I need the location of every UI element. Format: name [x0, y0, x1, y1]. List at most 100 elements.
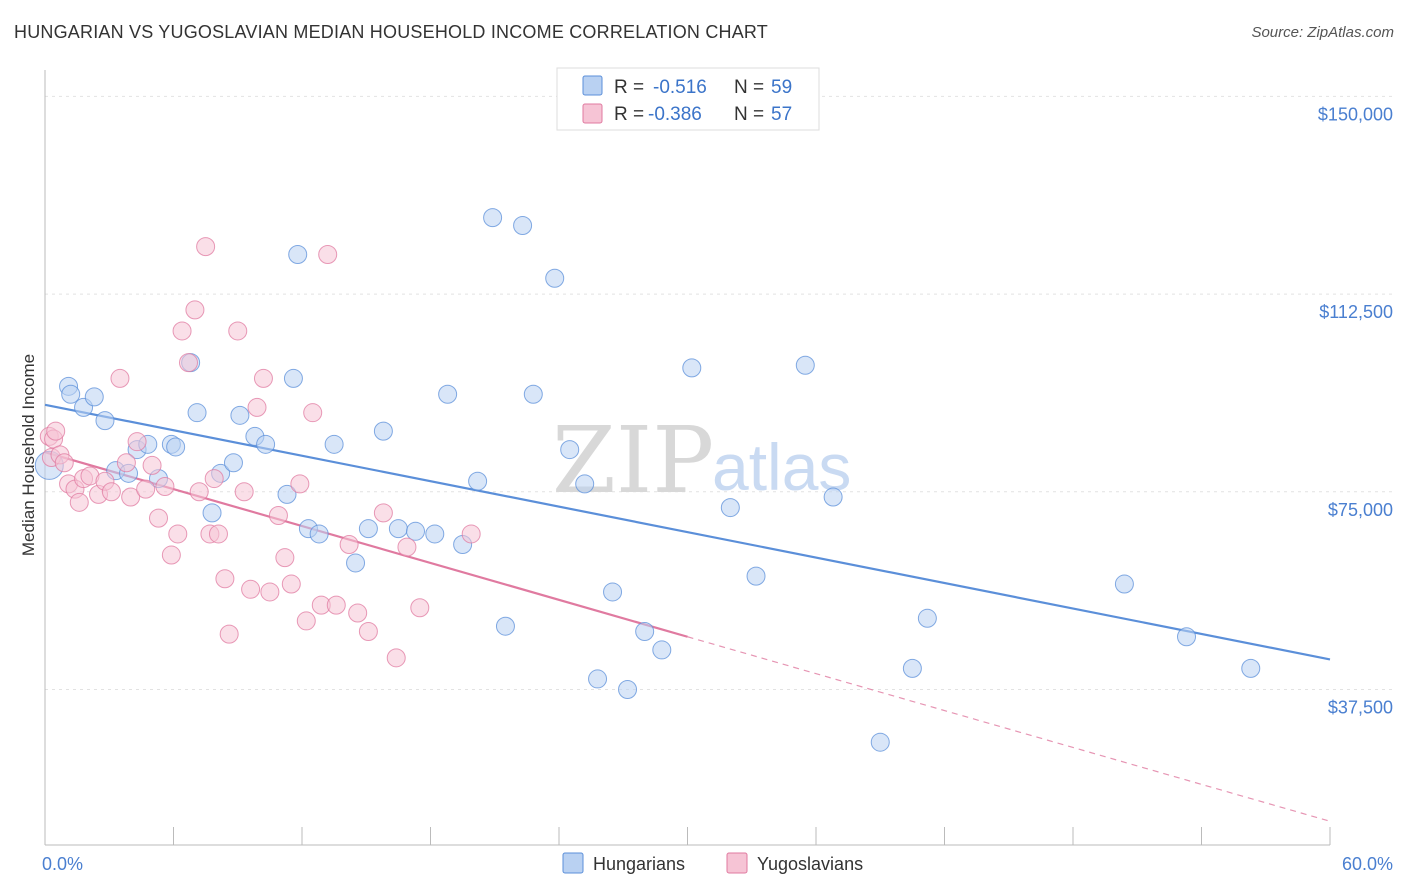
point-hungarians: [917, 608, 937, 628]
point-hungarians: [495, 616, 515, 636]
chart-title: HUNGARIAN VS YUGOSLAVIAN MEDIAN HOUSEHOL…: [14, 22, 768, 42]
point-hungarians: [187, 403, 207, 423]
legend-r-label-hungarians: R =: [614, 77, 644, 98]
series-legend-swatch-yugoslavians: [726, 852, 748, 874]
point-yugoslavians: [110, 368, 130, 388]
chart-source: Source: ZipAtlas.com: [1251, 24, 1394, 41]
point-yugoslavians: [196, 237, 216, 257]
data-points: [34, 208, 1261, 752]
series-legend-label-yugoslavians: Yugoslavians: [757, 854, 863, 874]
x-tick-labels: 0.0% 60.0%: [42, 854, 1393, 874]
legend-swatch-hungarians: [582, 75, 603, 96]
point-yugoslavians: [69, 492, 89, 512]
point-hungarians: [288, 245, 308, 265]
point-hungarians: [513, 216, 533, 236]
point-yugoslavians: [208, 524, 228, 544]
point-hungarians: [95, 411, 115, 431]
point-hungarians: [468, 471, 488, 491]
point-hungarians: [870, 732, 890, 752]
point-yugoslavians: [339, 534, 359, 554]
point-hungarians: [652, 640, 672, 660]
y-axis-title: Median Household Income: [19, 354, 38, 556]
point-hungarians: [166, 437, 186, 457]
y-tick-label: $150,000: [1318, 104, 1393, 124]
point-yugoslavians: [121, 487, 141, 507]
point-yugoslavians: [219, 624, 239, 644]
point-yugoslavians: [215, 569, 235, 589]
y-tick-label: $112,500: [1319, 302, 1393, 322]
point-hungarians: [682, 358, 702, 378]
point-hungarians: [406, 521, 426, 541]
point-hungarians: [425, 524, 445, 544]
point-hungarians: [523, 384, 543, 404]
series-legend-label-hungarians: Hungarians: [593, 854, 685, 874]
point-yugoslavians: [127, 432, 147, 452]
point-yugoslavians: [172, 321, 192, 341]
point-hungarians: [283, 368, 303, 388]
point-yugoslavians: [178, 353, 198, 373]
point-hungarians: [256, 434, 276, 454]
point-hungarians: [223, 453, 243, 473]
point-hungarians: [823, 487, 843, 507]
point-yugoslavians: [241, 579, 261, 599]
point-yugoslavians: [268, 505, 288, 525]
point-hungarians: [202, 503, 222, 523]
point-hungarians: [230, 405, 250, 425]
point-hungarians: [635, 621, 655, 641]
point-hungarians: [588, 669, 608, 689]
series-legend-swatch-hungarians: [562, 852, 584, 874]
point-yugoslavians: [348, 603, 368, 623]
point-yugoslavians: [397, 537, 417, 557]
point-hungarians: [61, 384, 81, 404]
trend-line-extension-yugoslavians: [687, 636, 1331, 822]
x-tick-label-end: 60.0%: [1342, 854, 1393, 874]
x-tick-label-start: 0.0%: [42, 854, 83, 874]
point-yugoslavians: [290, 474, 310, 494]
point-yugoslavians: [296, 611, 316, 631]
legend-swatch-yugoslavians: [582, 103, 603, 124]
point-yugoslavians: [318, 245, 338, 265]
point-yugoslavians: [386, 648, 406, 668]
y-tick-labels: $37,500 $75,000 $112,500 $150,000: [1318, 104, 1393, 717]
grid-lines: [45, 95, 1395, 690]
watermark-zip: ZIP: [552, 407, 714, 514]
point-yugoslavians: [161, 545, 181, 565]
point-hungarians: [1241, 658, 1261, 678]
y-tick-label: $75,000: [1328, 500, 1393, 520]
legend-r-label-yugoslavians: R =: [614, 104, 644, 125]
point-yugoslavians: [410, 598, 430, 618]
legend-r-value-yugoslavians: -0.386: [648, 104, 702, 125]
legend-n-value-yugoslavians: 57: [771, 104, 792, 125]
point-hungarians: [324, 434, 344, 454]
point-hungarians: [277, 484, 297, 504]
point-hungarians: [84, 387, 104, 407]
point-hungarians: [358, 519, 378, 539]
point-hungarians: [1177, 627, 1197, 647]
stats-legend: R = -0.516 N = 59 R = -0.386 N = 57: [556, 67, 820, 131]
point-hungarians: [575, 474, 595, 494]
point-hungarians: [483, 208, 503, 228]
point-yugoslavians: [275, 548, 295, 568]
legend-n-value-hungarians: 59: [771, 77, 792, 98]
point-yugoslavians: [253, 368, 273, 388]
point-hungarians: [902, 658, 922, 678]
point-hungarians: [746, 566, 766, 586]
point-yugoslavians: [247, 397, 267, 417]
point-yugoslavians: [149, 508, 169, 528]
point-yugoslavians: [136, 479, 156, 499]
point-yugoslavians: [185, 300, 205, 320]
point-hungarians: [545, 268, 565, 288]
point-hungarians: [438, 384, 458, 404]
point-yugoslavians: [303, 403, 323, 423]
point-hungarians: [388, 519, 408, 539]
point-yugoslavians: [101, 482, 121, 502]
legend-n-label-hungarians: N =: [734, 77, 764, 98]
watermark: ZIP atlas: [552, 407, 851, 514]
point-yugoslavians: [168, 524, 188, 544]
y-tick-label: $37,500: [1328, 697, 1393, 717]
point-hungarians: [720, 498, 740, 518]
legend-r-value-hungarians: -0.516: [653, 77, 707, 98]
legend-n-label-yugoslavians: N =: [734, 104, 764, 125]
point-yugoslavians: [373, 503, 393, 523]
